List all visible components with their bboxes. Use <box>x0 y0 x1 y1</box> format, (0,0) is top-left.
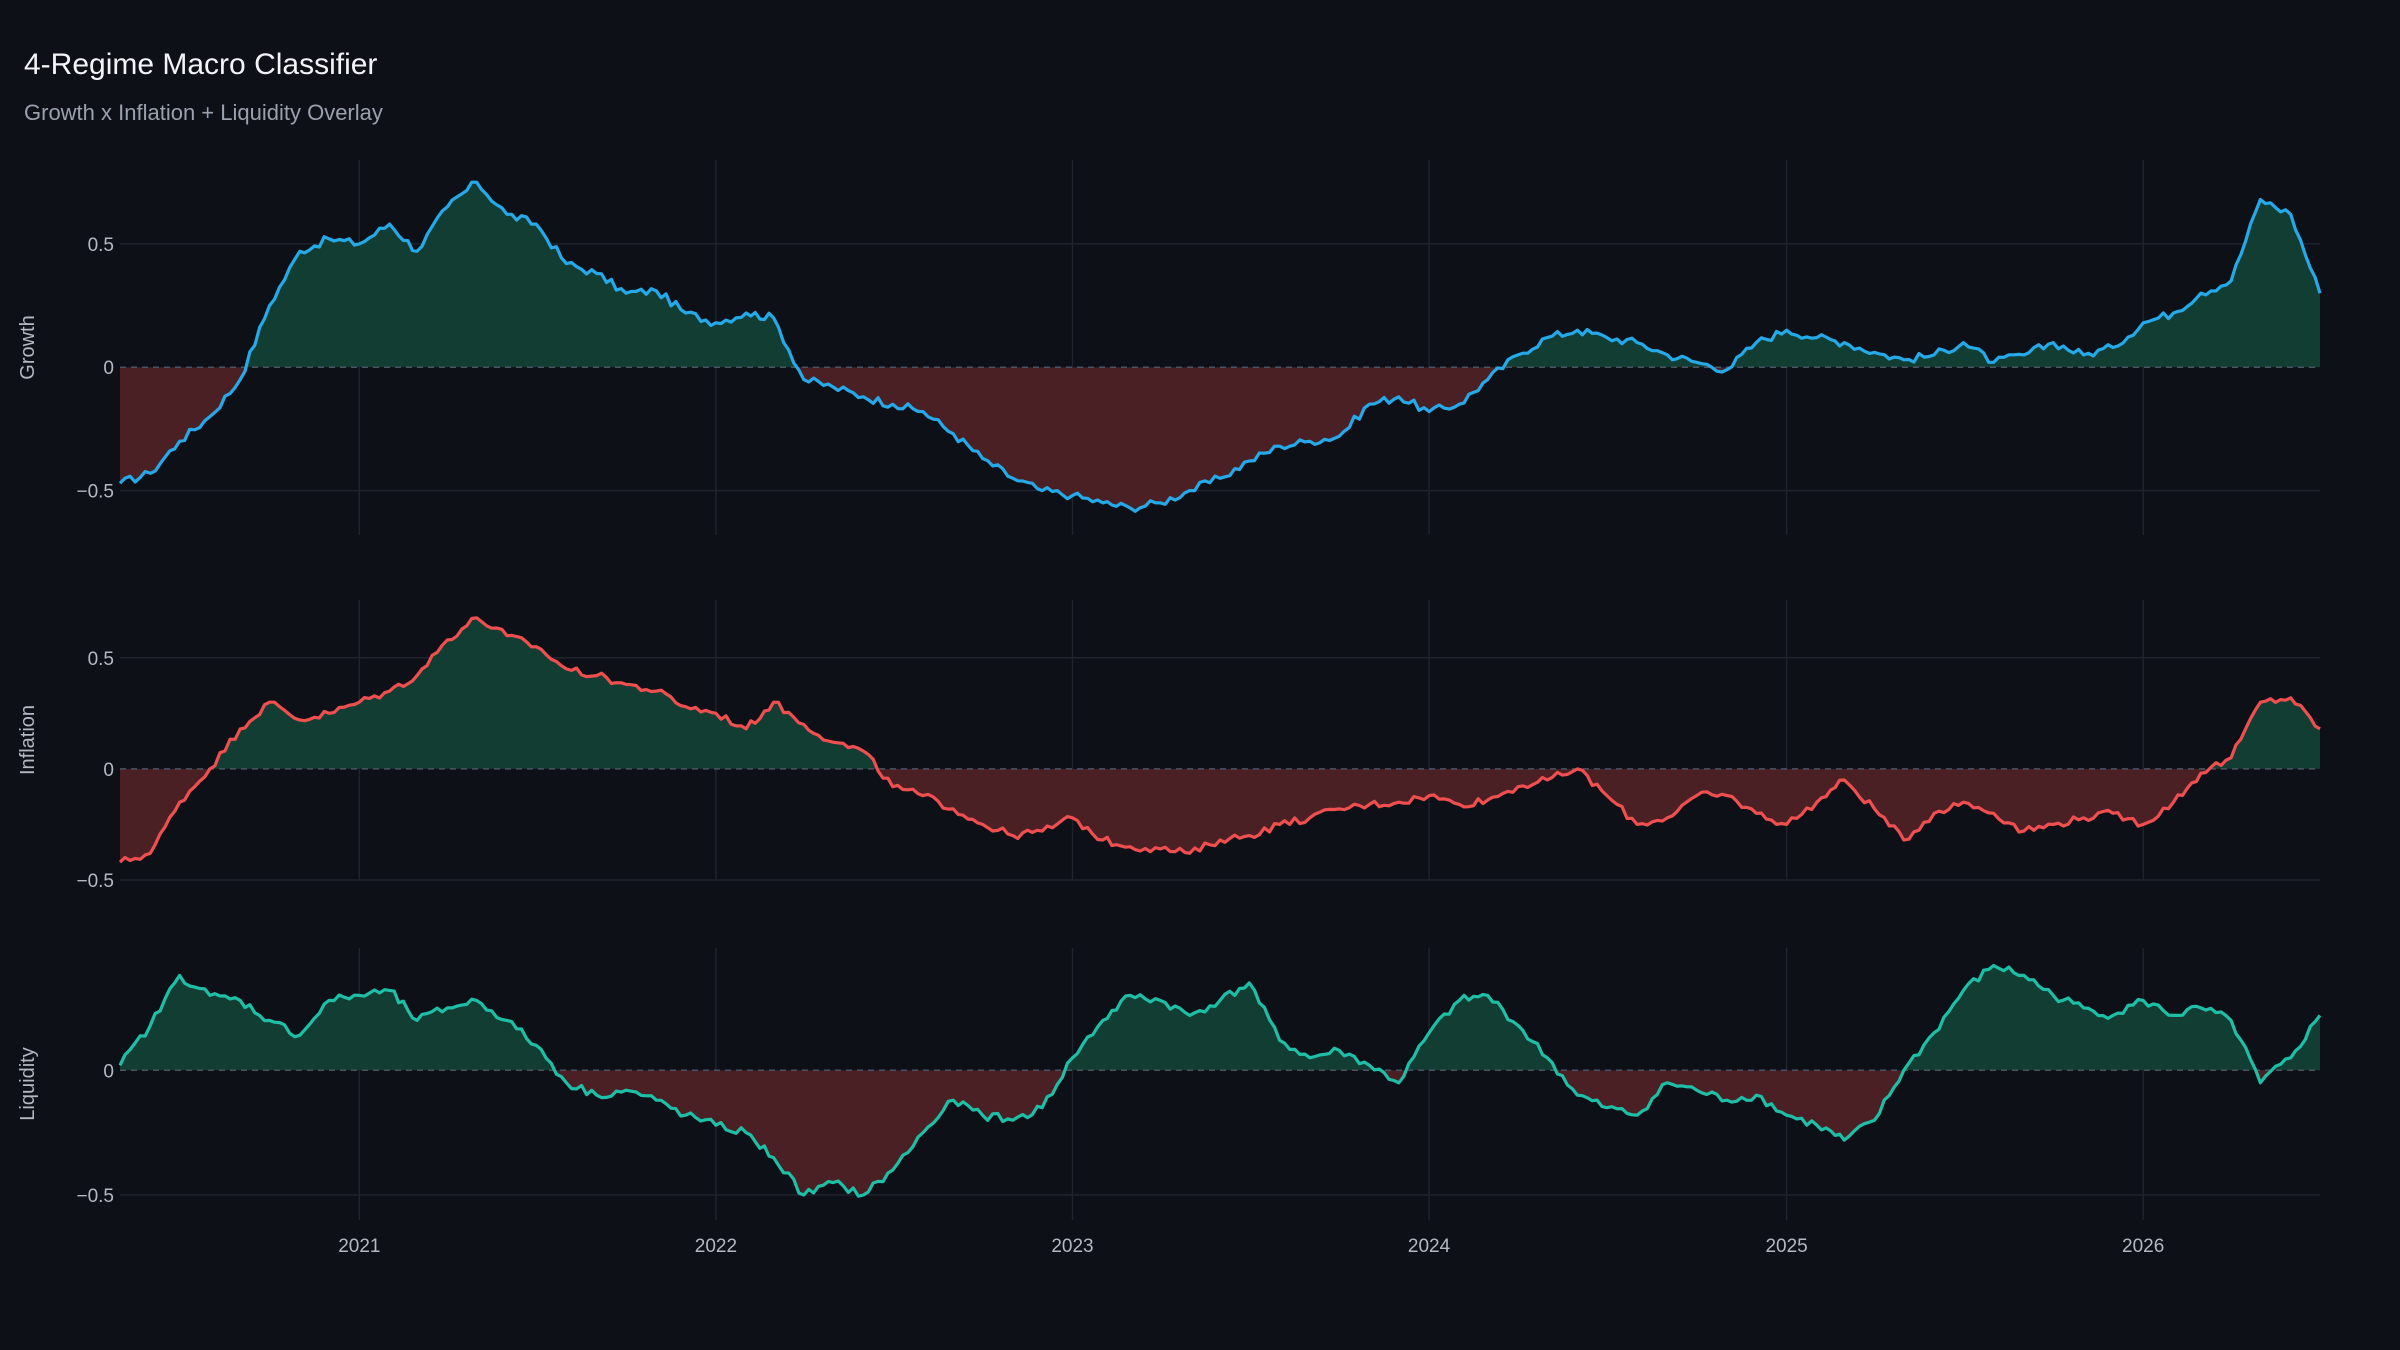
y-axis-label-inflation: Inflation <box>17 705 39 775</box>
series-line-inflation <box>118 616 2321 864</box>
x-tick-label-2023: 2023 <box>1051 1236 1093 1257</box>
positive-area-fill <box>120 182 2320 368</box>
series-line-growth <box>118 180 2322 513</box>
y-tick-label: 0.5 <box>88 235 114 256</box>
y-tick-label: 0 <box>103 358 114 379</box>
y-tick-label: −0.5 <box>76 482 114 503</box>
y-tick-label: 0 <box>103 760 114 781</box>
positive-area-fill <box>209 617 2320 769</box>
y-tick-label: 0 <box>103 1061 114 1082</box>
chart-title: 4-Regime Macro Classifier <box>24 48 378 81</box>
negative-area-fill <box>120 1070 2320 1197</box>
x-tick-label-2024: 2024 <box>1408 1236 1451 1257</box>
panel-growth: −0.5 0 0.5 Growth <box>17 180 2322 513</box>
y-axis-label-liquidity: Liquidity <box>17 1047 39 1120</box>
panel-liquidity: −0.5 0 Liquidity <box>17 963 2322 1207</box>
negative-area-fill <box>120 768 2320 863</box>
y-tick-label: 0.5 <box>88 649 114 670</box>
x-tick-label-2026: 2026 <box>2122 1236 2164 1257</box>
negative-area-fill <box>120 367 1732 512</box>
series-line-liquidity <box>118 963 2322 1198</box>
x-tick-label-2022: 2022 <box>695 1236 737 1257</box>
chart-subtitle: Growth x Inflation + Liquidity Overlay <box>24 100 383 125</box>
y-axis-label-growth: Growth <box>17 315 39 379</box>
x-tick-label-2021: 2021 <box>338 1236 380 1257</box>
x-tick-label-2025: 2025 <box>1765 1236 1807 1257</box>
y-tick-label: −0.5 <box>76 871 114 892</box>
positive-area-fill <box>120 965 2320 1071</box>
panel-inflation: −0.5 0 0.5 Inflation <box>17 616 2321 892</box>
y-tick-label: −0.5 <box>76 1186 114 1207</box>
